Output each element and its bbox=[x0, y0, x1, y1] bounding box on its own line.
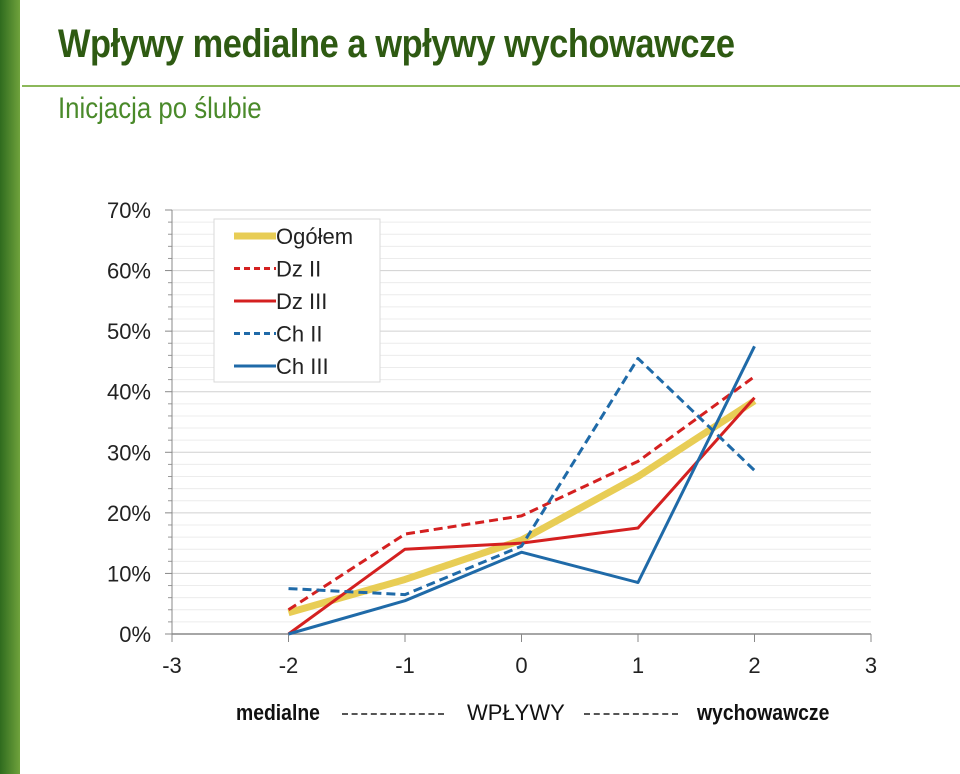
series-line-4 bbox=[288, 345, 756, 636]
x-tick-label: -2 bbox=[279, 653, 299, 678]
title-divider bbox=[22, 85, 960, 87]
footer-label-wychowawcze: wychowawcze bbox=[697, 700, 830, 725]
y-tick-label: 50% bbox=[107, 319, 151, 344]
y-tick-label: 40% bbox=[107, 380, 151, 405]
y-tick-label: 30% bbox=[107, 440, 151, 465]
x-tick-label: 2 bbox=[748, 653, 760, 678]
x-tick-label: -3 bbox=[162, 653, 182, 678]
series-line-2 bbox=[287, 396, 756, 636]
y-tick-label: 60% bbox=[107, 259, 151, 284]
x-tick-label: 0 bbox=[515, 653, 527, 678]
legend-label: Ogółem bbox=[276, 224, 353, 249]
x-tick-label: -1 bbox=[395, 653, 415, 678]
series-line-3 bbox=[288, 356, 756, 597]
legend-label: Ch III bbox=[276, 354, 329, 379]
slide-title: Wpływy medialne a wpływy wychowawcze bbox=[58, 22, 735, 66]
side-accent-bar bbox=[0, 0, 20, 774]
x-tick-label: 3 bbox=[865, 653, 877, 678]
legend-label: Ch II bbox=[276, 322, 322, 347]
series-line-0 bbox=[287, 397, 757, 617]
footer-dash-right bbox=[584, 713, 678, 715]
y-tick-label: 20% bbox=[107, 501, 151, 526]
series-line-1 bbox=[287, 375, 756, 612]
y-tick-label: 0% bbox=[119, 622, 151, 647]
footer-label-medialne: medialne bbox=[236, 700, 320, 725]
legend-label: Dz III bbox=[276, 289, 327, 314]
footer-dash-left bbox=[342, 713, 444, 715]
x-tick-label: 1 bbox=[632, 653, 644, 678]
legend-label: Dz II bbox=[276, 257, 321, 282]
slide-subtitle: Inicjacja po ślubie bbox=[58, 92, 262, 125]
y-tick-label: 10% bbox=[107, 561, 151, 586]
footer-label-wplywy: WPŁYWY bbox=[467, 700, 565, 725]
y-tick-label: 70% bbox=[107, 198, 151, 223]
